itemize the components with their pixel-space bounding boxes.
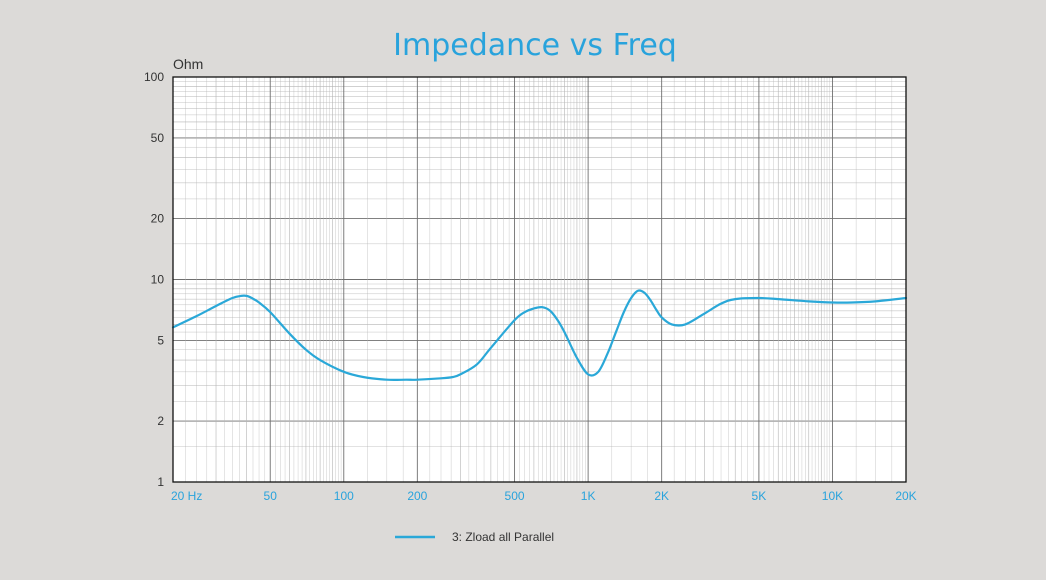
y-tick-label: 100 (144, 70, 164, 84)
legend-label: 3: Zload all Parallel (452, 530, 554, 544)
y-axis-label: Ohm (173, 56, 203, 72)
x-tick-label: 2K (654, 489, 669, 503)
x-tick-label: 20K (895, 489, 916, 503)
y-tick-label: 2 (157, 414, 164, 428)
y-axis-ticks: 1 2 5 10 20 50 100 (144, 70, 164, 489)
x-tick-label: 500 (505, 489, 525, 503)
grid (172, 77, 907, 483)
x-axis-ticks: 20 Hz 50 100 200 500 1K 2K 5K 10K 20K (171, 489, 917, 503)
y-tick-label: 5 (157, 333, 164, 347)
series-layer (171, 289, 908, 382)
x-tick-label: 200 (407, 489, 427, 503)
x-tick-label: 5K (752, 489, 767, 503)
x-tick-label: 100 (334, 489, 354, 503)
x-tick-label: 20 Hz (171, 489, 202, 503)
y-tick-label: 10 (151, 273, 165, 287)
x-tick-label: 50 (264, 489, 278, 503)
y-tick-label: 20 (151, 212, 165, 226)
x-tick-label: 1K (581, 489, 596, 503)
x-tick-label: 10K (822, 489, 843, 503)
y-tick-label: 1 (157, 475, 164, 489)
chart-title: Impedance vs Freq (393, 28, 677, 63)
y-tick-label: 50 (151, 131, 165, 145)
legend: 3: Zload all Parallel (395, 530, 554, 544)
plot-frame (172, 76, 907, 483)
